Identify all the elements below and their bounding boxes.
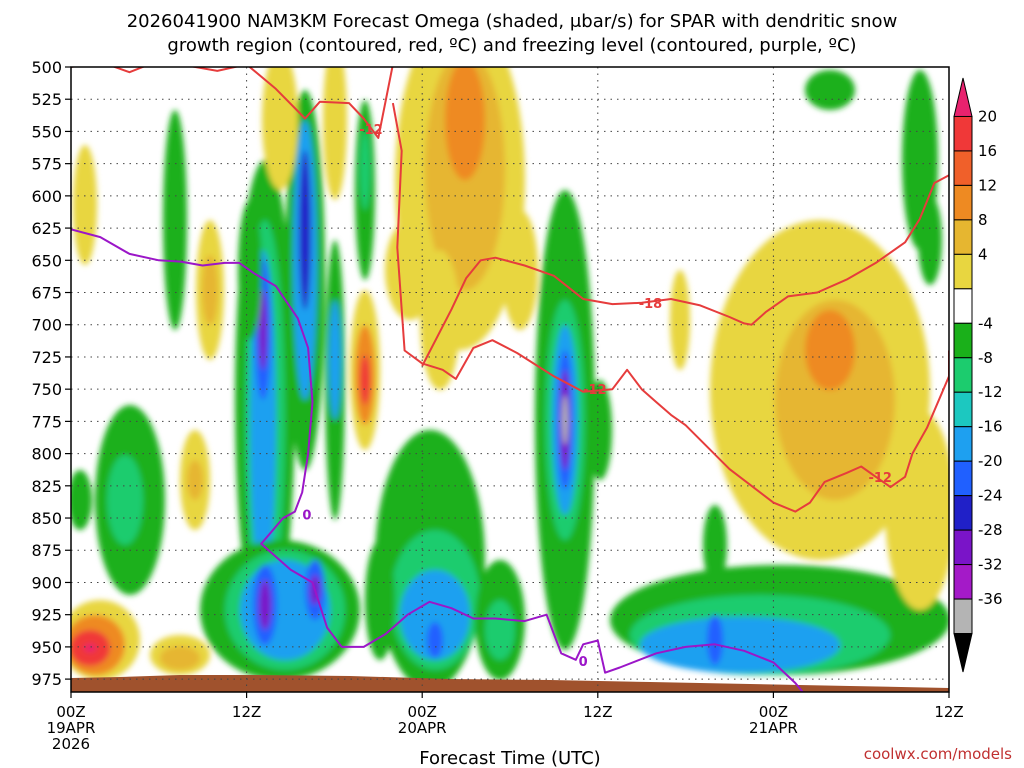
colorbar-swatch — [953, 77, 973, 117]
freezing-contour-label: 0 — [579, 655, 588, 670]
y-tick-label: 500 — [31, 58, 62, 77]
y-tick-label: 875 — [31, 541, 62, 560]
colorbar-label: -20 — [978, 452, 1003, 470]
x-tick-label: 12Z — [583, 703, 612, 721]
colorbar-swatch — [953, 322, 973, 359]
y-tick-label: 800 — [31, 445, 62, 464]
colorbar-swatch — [953, 253, 973, 290]
x-axis-label: Forecast Time (UTC) — [419, 748, 600, 768]
ground-terrain — [71, 675, 949, 692]
dgz-18-contour-label: -18 — [639, 297, 663, 312]
colorbar-label: -36 — [978, 590, 1003, 608]
colorbar-swatch — [953, 529, 973, 566]
y-tick-label: 900 — [31, 573, 62, 592]
colorbar-swatch — [953, 219, 973, 255]
y-tick-label: 675 — [31, 284, 62, 303]
dgz-upper-contour — [71, 67, 394, 139]
colorbar-label: 12 — [978, 176, 997, 194]
y-tick-label: 575 — [31, 155, 62, 174]
x-tick-label: 21APR — [749, 719, 798, 737]
colorbar-label: -8 — [978, 349, 993, 367]
colorbar-swatch — [953, 357, 973, 393]
colorbar-swatch — [953, 564, 973, 600]
y-tick-label: 650 — [31, 251, 62, 270]
x-tick-label: 12Z — [232, 703, 261, 721]
y-tick-label: 950 — [31, 638, 62, 657]
y-tick-label: 925 — [31, 606, 62, 625]
colorbar-label: -28 — [978, 521, 1003, 539]
colorbar-label: -32 — [978, 556, 1003, 574]
colorbar-swatch — [953, 460, 973, 497]
x-tick-label: 2026 — [52, 735, 90, 753]
colorbar-label: -24 — [978, 487, 1003, 505]
plot-frame — [70, 66, 950, 693]
dgz-lower-contour — [391, 102, 949, 513]
contour-labels: -12 -12 -18 0 -12 0 — [302, 123, 892, 670]
contour-lines — [71, 67, 949, 692]
x-tick-label: 12Z — [934, 703, 963, 721]
colorbar-swatch — [953, 598, 973, 635]
colorbar-swatch — [953, 495, 973, 531]
dgz-upper-contour-label: -12 — [359, 123, 383, 138]
chart-title-line1: 2026041900 NAM3KM Forecast Omega (shaded… — [127, 11, 898, 32]
freezing-contour-label-2: 0 — [302, 509, 311, 524]
y-tick-label: 825 — [31, 477, 62, 496]
colorbar-label: -16 — [978, 418, 1003, 436]
x-tick-label: 00Z — [56, 703, 85, 721]
colorbar-swatch — [953, 288, 973, 324]
x-tick-label: 20APR — [398, 719, 447, 737]
colorbar-swatch — [953, 391, 973, 428]
x-tick-label: 00Z — [759, 703, 788, 721]
colorbar: 20 16 12 8 4 -4 -8 -12 -16 -20 -24 -28 -32 -36 — [953, 77, 1003, 673]
y-tick-label: 750 — [31, 380, 62, 399]
gridlines — [71, 66, 949, 692]
y-tick-label: 600 — [31, 187, 62, 206]
colorbar-label: 20 — [978, 107, 997, 125]
y-tick-label: 850 — [31, 509, 62, 528]
freezing-contour — [71, 228, 804, 692]
dgz-lower-contour-label: -12 — [583, 383, 607, 398]
y-tick-label: 775 — [31, 412, 62, 431]
y-tick-label: 625 — [31, 219, 62, 238]
colorbar-label: 16 — [978, 142, 997, 160]
y-tick-label: 700 — [31, 316, 62, 335]
colorbar-label: 4 — [978, 245, 988, 263]
y-tick-label: 725 — [31, 348, 62, 367]
y-tick-label: 975 — [31, 670, 62, 689]
colorbar-label: -12 — [978, 383, 1003, 401]
colorbar-swatch — [953, 115, 973, 152]
y-tick-label: 550 — [31, 122, 62, 141]
colorbar-label: -4 — [978, 314, 993, 332]
y-axis: 500 525 550 575 600 625 650 675 700 725 750 775 800 8… — [31, 58, 71, 689]
colorbar-swatch — [953, 426, 973, 462]
x-tick-label: 00Z — [408, 703, 437, 721]
dgz-18-contour — [421, 174, 949, 367]
y-tick-label: 525 — [31, 90, 62, 109]
dgz-lower-contour-label-2: -12 — [868, 471, 892, 486]
x-tick-label: 19APR — [47, 719, 96, 737]
chart-title-line2: growth region (contoured, red, ºC) and f… — [167, 35, 856, 56]
colorbar-swatch — [953, 184, 973, 221]
plot-area: -12 -12 -18 0 -12 0 — [70, 66, 950, 693]
colorbar-swatch — [953, 150, 973, 186]
credit-text: coolwx.com/models — [864, 745, 1012, 763]
omega-shading — [71, 67, 949, 690]
colorbar-label: 8 — [978, 211, 988, 229]
colorbar-swatch — [953, 633, 973, 673]
